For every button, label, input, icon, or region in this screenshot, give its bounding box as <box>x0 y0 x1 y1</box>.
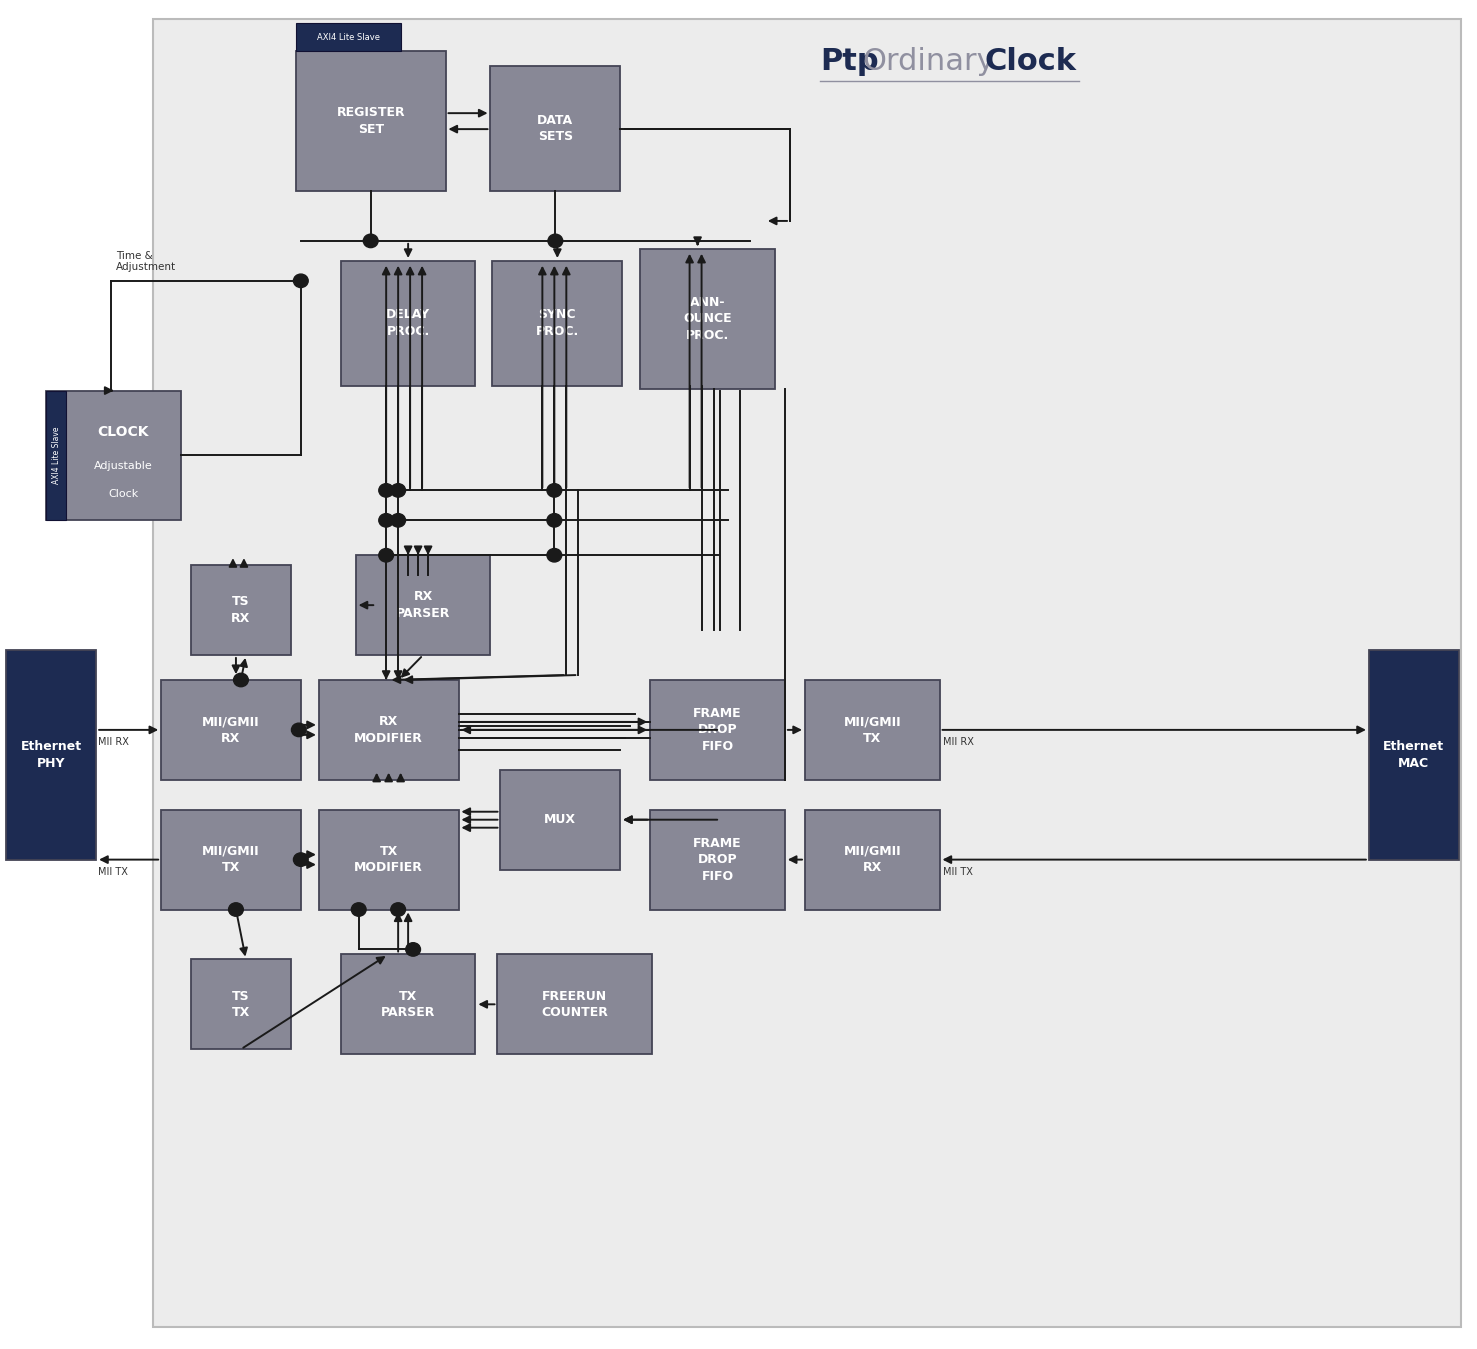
FancyBboxPatch shape <box>805 809 939 909</box>
FancyBboxPatch shape <box>6 650 96 859</box>
Circle shape <box>291 723 306 737</box>
Circle shape <box>548 235 563 248</box>
Text: MII RX: MII RX <box>97 737 128 747</box>
Circle shape <box>363 235 378 248</box>
Text: MII/GMII
TX: MII/GMII TX <box>843 715 901 745</box>
FancyBboxPatch shape <box>650 680 784 780</box>
Text: FRAME
DROP
FIFO: FRAME DROP FIFO <box>693 707 741 753</box>
Text: SYNC
PROC.: SYNC PROC. <box>536 309 579 339</box>
Text: TX
PARSER: TX PARSER <box>381 990 436 1018</box>
Circle shape <box>378 484 393 498</box>
Text: FRAME
DROP
FIFO: FRAME DROP FIFO <box>693 836 741 882</box>
FancyBboxPatch shape <box>295 23 400 51</box>
Text: Clock: Clock <box>108 490 139 499</box>
Text: DATA
SETS: DATA SETS <box>538 113 573 143</box>
FancyBboxPatch shape <box>650 809 784 909</box>
FancyBboxPatch shape <box>356 556 490 656</box>
Text: MII/GMII
RX: MII/GMII RX <box>843 844 901 874</box>
FancyBboxPatch shape <box>46 391 66 521</box>
FancyBboxPatch shape <box>490 66 620 192</box>
FancyBboxPatch shape <box>492 260 622 386</box>
Circle shape <box>233 673 248 687</box>
FancyBboxPatch shape <box>46 391 182 521</box>
Text: MII/GMII
TX: MII/GMII TX <box>202 844 260 874</box>
Text: MUX: MUX <box>545 813 576 826</box>
Circle shape <box>352 902 366 916</box>
Text: MII RX: MII RX <box>942 737 973 747</box>
FancyBboxPatch shape <box>501 770 620 870</box>
Text: TX
MODIFIER: TX MODIFIER <box>354 844 422 874</box>
Text: AXI4 Lite Slave: AXI4 Lite Slave <box>316 32 380 42</box>
Circle shape <box>378 549 393 563</box>
FancyBboxPatch shape <box>154 19 1461 1326</box>
Text: MII TX: MII TX <box>97 866 128 877</box>
Circle shape <box>294 853 309 866</box>
Circle shape <box>229 902 244 916</box>
FancyBboxPatch shape <box>498 955 653 1054</box>
Circle shape <box>391 484 406 498</box>
FancyBboxPatch shape <box>319 680 458 780</box>
Text: TS
TX: TS TX <box>232 990 250 1018</box>
Text: AXI4 Lite Slave: AXI4 Lite Slave <box>52 426 61 484</box>
FancyBboxPatch shape <box>191 565 291 656</box>
Circle shape <box>391 514 406 527</box>
Text: Ordinary: Ordinary <box>861 47 994 76</box>
Text: RX
MODIFIER: RX MODIFIER <box>354 715 422 745</box>
Text: DELAY
PROC.: DELAY PROC. <box>385 309 430 339</box>
Text: REGISTER
SET: REGISTER SET <box>337 107 405 136</box>
Text: Adjustable: Adjustable <box>93 461 152 471</box>
Text: CLOCK: CLOCK <box>97 425 149 440</box>
FancyBboxPatch shape <box>805 680 939 780</box>
Text: Clock: Clock <box>985 47 1077 76</box>
Text: Ethernet
PHY: Ethernet PHY <box>21 741 81 769</box>
Text: MII TX: MII TX <box>942 866 972 877</box>
FancyBboxPatch shape <box>341 955 476 1054</box>
Circle shape <box>406 943 421 956</box>
Circle shape <box>546 514 561 527</box>
Text: TS
RX: TS RX <box>232 595 251 625</box>
FancyBboxPatch shape <box>319 809 458 909</box>
FancyBboxPatch shape <box>341 260 476 386</box>
FancyBboxPatch shape <box>1369 650 1459 859</box>
Circle shape <box>546 484 561 498</box>
Circle shape <box>391 902 406 916</box>
Circle shape <box>294 274 309 287</box>
Text: MII/GMII
RX: MII/GMII RX <box>202 715 260 745</box>
FancyBboxPatch shape <box>640 248 775 389</box>
Text: ANN-
OUNCE
PROC.: ANN- OUNCE PROC. <box>684 295 733 341</box>
Text: RX
PARSER: RX PARSER <box>396 591 450 621</box>
FancyBboxPatch shape <box>295 51 446 192</box>
Text: Ptp: Ptp <box>820 47 879 76</box>
Circle shape <box>378 514 393 527</box>
Text: Ethernet
MAC: Ethernet MAC <box>1382 741 1445 769</box>
Text: Time &
Adjustment: Time & Adjustment <box>117 251 176 272</box>
Text: FREERUN
COUNTER: FREERUN COUNTER <box>542 990 609 1018</box>
Circle shape <box>546 549 561 563</box>
FancyBboxPatch shape <box>161 680 301 780</box>
FancyBboxPatch shape <box>191 959 291 1050</box>
FancyBboxPatch shape <box>161 809 301 909</box>
